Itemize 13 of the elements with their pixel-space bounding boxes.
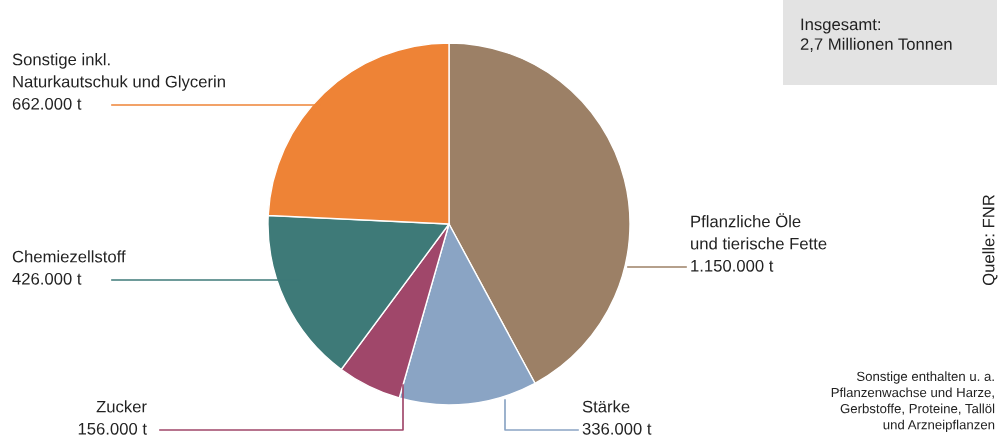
slice-label: Chemiezellstoff	[12, 250, 126, 263]
text: Sonstige enthalten u. a. Pflanzenwachse und Harze, Gerbstoffe, Proteine, Tallöl und Arzneipflanzen	[831, 371, 995, 432]
text: Insgesamt: 2,7 Millionen Tonnen	[800, 18, 952, 52]
slice-label: Sonstige inkl. Naturkautschuk und Glycerin	[12, 53, 225, 91]
slice-label: Stärke	[582, 400, 630, 413]
data-label: 336.000 t	[582, 422, 652, 435]
slice-label: Pflanzliche Öle und tierische Fette	[691, 213, 827, 250]
data-label: 662.000 t	[12, 97, 82, 110]
data-label: 1.150.000 t	[691, 259, 774, 272]
slice-label: Zucker	[96, 400, 147, 413]
source-note: Quelle: FNR	[982, 194, 998, 286]
data-label: 426.000 t	[12, 272, 82, 285]
data-label: 156.000 t	[78, 422, 147, 435]
